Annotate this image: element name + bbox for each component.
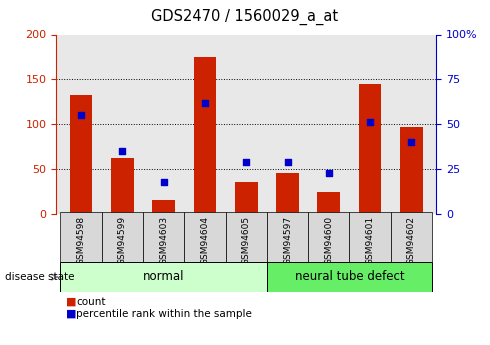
- Bar: [194, 57, 216, 214]
- Point: [407, 139, 415, 145]
- Point: [160, 179, 168, 184]
- Bar: [400, 127, 423, 214]
- Bar: [111, 158, 134, 214]
- Bar: [60, 212, 102, 262]
- Bar: [70, 96, 93, 214]
- Point: [284, 159, 292, 165]
- Bar: [308, 212, 349, 262]
- Bar: [349, 212, 391, 262]
- Bar: [267, 212, 308, 262]
- Text: disease state: disease state: [5, 272, 74, 282]
- Text: GSM94603: GSM94603: [159, 216, 168, 265]
- Text: GSM94605: GSM94605: [242, 216, 251, 265]
- Bar: [143, 212, 184, 262]
- Bar: [60, 262, 267, 292]
- Text: GSM94597: GSM94597: [283, 216, 292, 265]
- Text: GSM94602: GSM94602: [407, 216, 416, 265]
- Text: percentile rank within the sample: percentile rank within the sample: [76, 309, 252, 319]
- Point: [243, 159, 250, 165]
- Point: [77, 112, 85, 118]
- Bar: [276, 172, 299, 214]
- Text: count: count: [76, 297, 105, 307]
- Bar: [152, 200, 175, 214]
- Point: [325, 170, 333, 175]
- Point: [119, 148, 126, 154]
- Bar: [184, 212, 225, 262]
- Bar: [267, 262, 432, 292]
- Bar: [235, 181, 258, 214]
- Text: GSM94601: GSM94601: [366, 216, 374, 265]
- Point: [366, 120, 374, 125]
- Text: GDS2470 / 1560029_a_at: GDS2470 / 1560029_a_at: [151, 9, 339, 25]
- Point: [201, 100, 209, 106]
- Text: ■: ■: [66, 309, 76, 319]
- Text: normal: normal: [143, 270, 184, 283]
- Bar: [359, 84, 381, 214]
- Text: ■: ■: [66, 297, 76, 307]
- Bar: [391, 212, 432, 262]
- Text: GSM94598: GSM94598: [76, 216, 86, 265]
- Text: GSM94600: GSM94600: [324, 216, 333, 265]
- Text: GSM94599: GSM94599: [118, 216, 127, 265]
- Bar: [102, 212, 143, 262]
- Bar: [225, 212, 267, 262]
- Text: neural tube defect: neural tube defect: [294, 270, 404, 283]
- Bar: [318, 193, 340, 214]
- Text: GSM94604: GSM94604: [200, 216, 209, 265]
